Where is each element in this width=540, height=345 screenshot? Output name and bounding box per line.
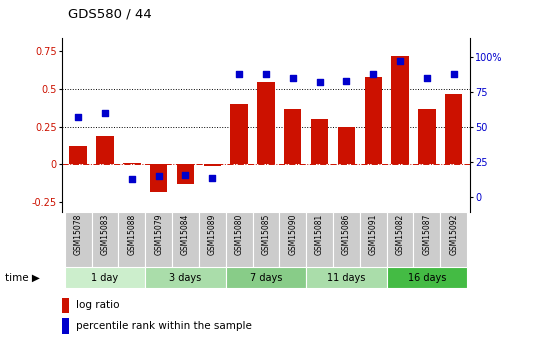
Bar (387, 212, 414, 267)
Bar (333, 212, 360, 267)
Bar (62, 318, 70, 334)
Point (261, 71, 270, 76)
Bar (418, 109, 436, 164)
Point (396, 58, 404, 64)
Bar (172, 212, 199, 267)
Point (181, 172, 190, 177)
Bar (145, 212, 172, 267)
Point (100, 110, 109, 116)
Bar (65, 267, 145, 288)
Bar (177, 164, 194, 184)
Point (208, 175, 217, 180)
Bar (65, 212, 92, 267)
Point (369, 71, 377, 76)
Text: GSM15081: GSM15081 (315, 214, 324, 255)
Bar (253, 212, 279, 267)
Bar (92, 212, 118, 267)
Text: 7 days: 7 days (250, 273, 282, 283)
Text: GDS580 / 44: GDS580 / 44 (68, 8, 151, 21)
Bar (387, 267, 467, 288)
Text: percentile rank within the sample: percentile rank within the sample (76, 321, 252, 331)
Text: GSM15084: GSM15084 (181, 214, 190, 255)
Bar (306, 212, 333, 267)
Point (288, 75, 297, 80)
Bar (199, 212, 226, 267)
Point (235, 71, 244, 76)
Bar (414, 212, 440, 267)
Bar (231, 104, 248, 164)
Text: GSM15083: GSM15083 (100, 214, 110, 255)
Text: GSM15082: GSM15082 (396, 214, 404, 255)
Text: GSM15088: GSM15088 (127, 214, 136, 255)
Point (74, 114, 83, 120)
Text: GSM15092: GSM15092 (449, 214, 458, 255)
Bar (257, 81, 275, 164)
Point (449, 71, 458, 76)
Text: 16 days: 16 days (408, 273, 446, 283)
Point (315, 79, 324, 85)
Bar (364, 77, 382, 164)
Point (342, 78, 351, 83)
Bar (204, 164, 221, 166)
Text: GSM15078: GSM15078 (73, 214, 83, 255)
Bar (306, 267, 387, 288)
Text: 3 days: 3 days (170, 273, 201, 283)
Text: 11 days: 11 days (327, 273, 366, 283)
Bar (150, 164, 167, 192)
Point (154, 173, 163, 179)
Text: time ▶: time ▶ (5, 273, 40, 283)
Bar (123, 162, 140, 164)
Bar (96, 136, 114, 164)
Bar (392, 56, 409, 164)
Bar (226, 267, 306, 288)
Point (127, 176, 136, 182)
Bar (145, 267, 226, 288)
Text: GSM15079: GSM15079 (154, 214, 163, 255)
Text: GSM15091: GSM15091 (369, 214, 378, 255)
Text: GSM15087: GSM15087 (422, 214, 431, 255)
Bar (338, 127, 355, 164)
Bar (311, 119, 328, 164)
Bar (118, 212, 145, 267)
Bar (360, 212, 387, 267)
Text: GSM15080: GSM15080 (234, 214, 244, 255)
Text: GSM15086: GSM15086 (342, 214, 351, 255)
Bar (226, 212, 253, 267)
Bar (284, 109, 301, 164)
Text: 1 day: 1 day (91, 273, 119, 283)
Bar (70, 146, 87, 164)
Bar (445, 93, 462, 164)
Text: GSM15085: GSM15085 (261, 214, 271, 255)
Text: log ratio: log ratio (76, 300, 119, 310)
Bar (279, 212, 306, 267)
Bar (62, 298, 70, 313)
Text: GSM15089: GSM15089 (208, 214, 217, 255)
Text: GSM15090: GSM15090 (288, 214, 298, 255)
Point (423, 75, 431, 80)
Bar (440, 212, 467, 267)
